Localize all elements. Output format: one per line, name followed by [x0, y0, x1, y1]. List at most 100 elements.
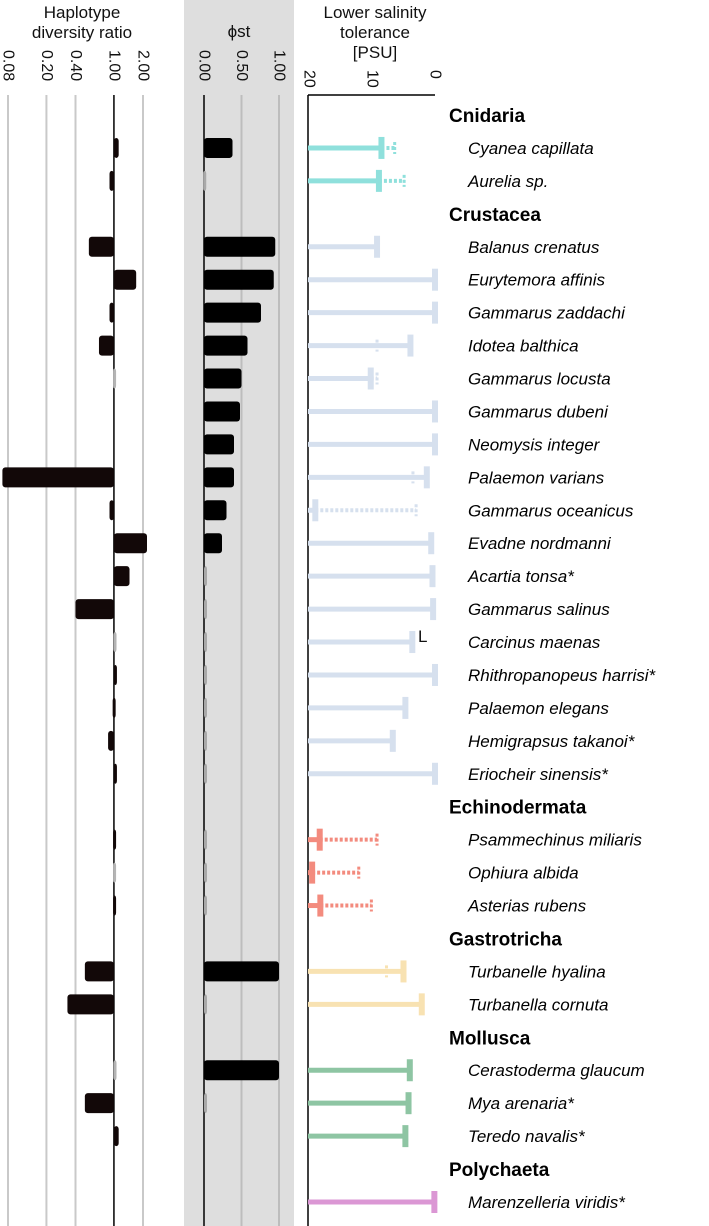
- phi-bar: [204, 632, 207, 653]
- species-label: Marenzelleria viridis*: [468, 1193, 626, 1212]
- phi-tick-label: 1.00: [271, 50, 288, 81]
- group-label: Cnidaria: [449, 106, 525, 127]
- phi-bar: [204, 137, 233, 158]
- haplotype-bar: [113, 368, 117, 389]
- haplotype-header: Haplotype diversity ratio: [32, 3, 132, 42]
- species-label: Teredo navalis*: [468, 1127, 586, 1146]
- species-label: Palaemon varians: [468, 468, 605, 487]
- species-label: Eriocheir sinensis*: [468, 765, 609, 784]
- species-label: Gammarus locusta: [468, 370, 611, 389]
- species-label: Turbanelle hyalina: [468, 962, 606, 981]
- carcinus-annotation: L: [418, 627, 427, 646]
- phi-bar: [203, 170, 207, 191]
- phi-background: [184, 0, 294, 1226]
- species-label: Gammarus oceanicus: [468, 501, 634, 520]
- haplotype-bars: [2, 137, 147, 1147]
- haplotype-bar: [88, 236, 114, 257]
- phi-tick-labels: 0.00 0.50 1.00: [196, 50, 288, 81]
- haplotype-tick-labels: 0.08 0.20 0.40 1.00 2.00: [0, 50, 152, 81]
- haplotype-bar: [109, 302, 114, 323]
- species-label: Gammarus dubeni: [468, 402, 609, 421]
- phi-bar: [204, 895, 207, 916]
- species-label: Balanus crenatus: [468, 238, 600, 257]
- salinity-tick-label: 0: [427, 70, 444, 79]
- phi-bar: [204, 994, 207, 1015]
- phi-bar: [204, 335, 248, 356]
- group-label: Gastrotricha: [449, 929, 562, 950]
- phi-bar: [204, 1093, 207, 1114]
- phi-title: ϕst: [228, 22, 251, 41]
- phi-bar: [204, 302, 261, 323]
- species-label: Carcinus maenas: [468, 633, 601, 652]
- salinity-bars: [308, 136, 438, 1213]
- haplotype-bar: [67, 994, 114, 1015]
- species-label: Palaemon elegans: [468, 699, 609, 718]
- haplotype-tick-label: 1.00: [105, 50, 122, 81]
- species-label: Acartia tonsa*: [467, 567, 575, 586]
- haplotype-bar: [113, 763, 117, 784]
- haplotype-tick-label: 0.40: [67, 50, 84, 81]
- haplotype-bar: [98, 335, 114, 356]
- phi-header: ϕst: [228, 22, 251, 41]
- haplotype-bar: [113, 829, 117, 850]
- haplotype-bar: [84, 961, 114, 982]
- phi-bar: [204, 467, 234, 488]
- haplotype-bar: [113, 533, 147, 554]
- phi-bar: [204, 763, 207, 784]
- salinity-tick-label: 10: [364, 70, 381, 88]
- species-label: Cyanea capillata: [468, 139, 594, 158]
- species-label: Rhithropanopeus harrisi*: [468, 666, 656, 685]
- group-label: Crustacea: [449, 205, 541, 226]
- species-label: Aurelia sp.: [467, 172, 548, 191]
- salinity-title-line1: Lower salinity: [324, 3, 427, 22]
- salinity-title-line3: [PSU]: [353, 43, 397, 62]
- phi-bar: [204, 599, 207, 620]
- haplotype-bar: [113, 862, 117, 883]
- haplotype-bar: [113, 1126, 119, 1147]
- haplotype-bar: [75, 599, 114, 620]
- salinity-tick-labels: 20 10 0: [301, 70, 444, 88]
- phi-bar: [204, 566, 207, 587]
- phi-bar: [204, 664, 207, 685]
- phi-bar: [204, 697, 207, 718]
- haplotype-bar: [113, 269, 137, 290]
- haplotype-bar: [109, 170, 114, 191]
- salinity-tick-label: 20: [301, 70, 318, 88]
- phi-bar: [204, 500, 227, 521]
- phi-bar: [204, 401, 240, 422]
- salinity-title-line2: tolerance: [340, 23, 410, 42]
- phi-bar: [204, 236, 276, 257]
- phi-bar: [204, 269, 274, 290]
- phi-bar: [204, 829, 207, 850]
- haplotype-bar: [113, 137, 119, 158]
- haplotype-bar: [2, 467, 114, 488]
- group-label: Mollusca: [449, 1028, 531, 1049]
- species-label: Asterias rubens: [467, 897, 587, 916]
- phi-bar: [204, 434, 234, 455]
- species-label: Evadne nordmanni: [468, 534, 612, 553]
- phi-bar: [204, 730, 207, 751]
- species-label: Cerastoderma glaucum: [468, 1061, 645, 1080]
- haplotype-bar: [113, 895, 117, 916]
- phi-bar: [204, 1060, 279, 1081]
- phi-bars: [203, 137, 279, 1114]
- haplotype-bar: [109, 500, 114, 521]
- haplotype-bar: [113, 1060, 117, 1081]
- species-label: Idotea balthica: [468, 337, 579, 356]
- haplotype-bar: [84, 1093, 114, 1114]
- species-label: Turbanella cornuta: [468, 995, 609, 1014]
- haplotype-tick-label: 0.08: [0, 50, 17, 81]
- phi-bar: [204, 862, 207, 883]
- species-label: Mya arenaria*: [468, 1094, 575, 1113]
- haplotype-tick-label: 2.00: [135, 50, 152, 81]
- species-label: Neomysis integer: [468, 435, 601, 454]
- species-label: Psammechinus miliaris: [468, 831, 642, 850]
- haplotype-bar: [112, 697, 116, 718]
- phi-tick-label: 0.50: [233, 50, 250, 81]
- phi-bar: [204, 368, 242, 389]
- haplotype-title-line1: Haplotype: [44, 3, 121, 22]
- species-label: Ophiura albida: [468, 864, 579, 883]
- haplotype-bar: [113, 632, 117, 653]
- species-label: Hemigrapsus takanoi*: [468, 732, 636, 751]
